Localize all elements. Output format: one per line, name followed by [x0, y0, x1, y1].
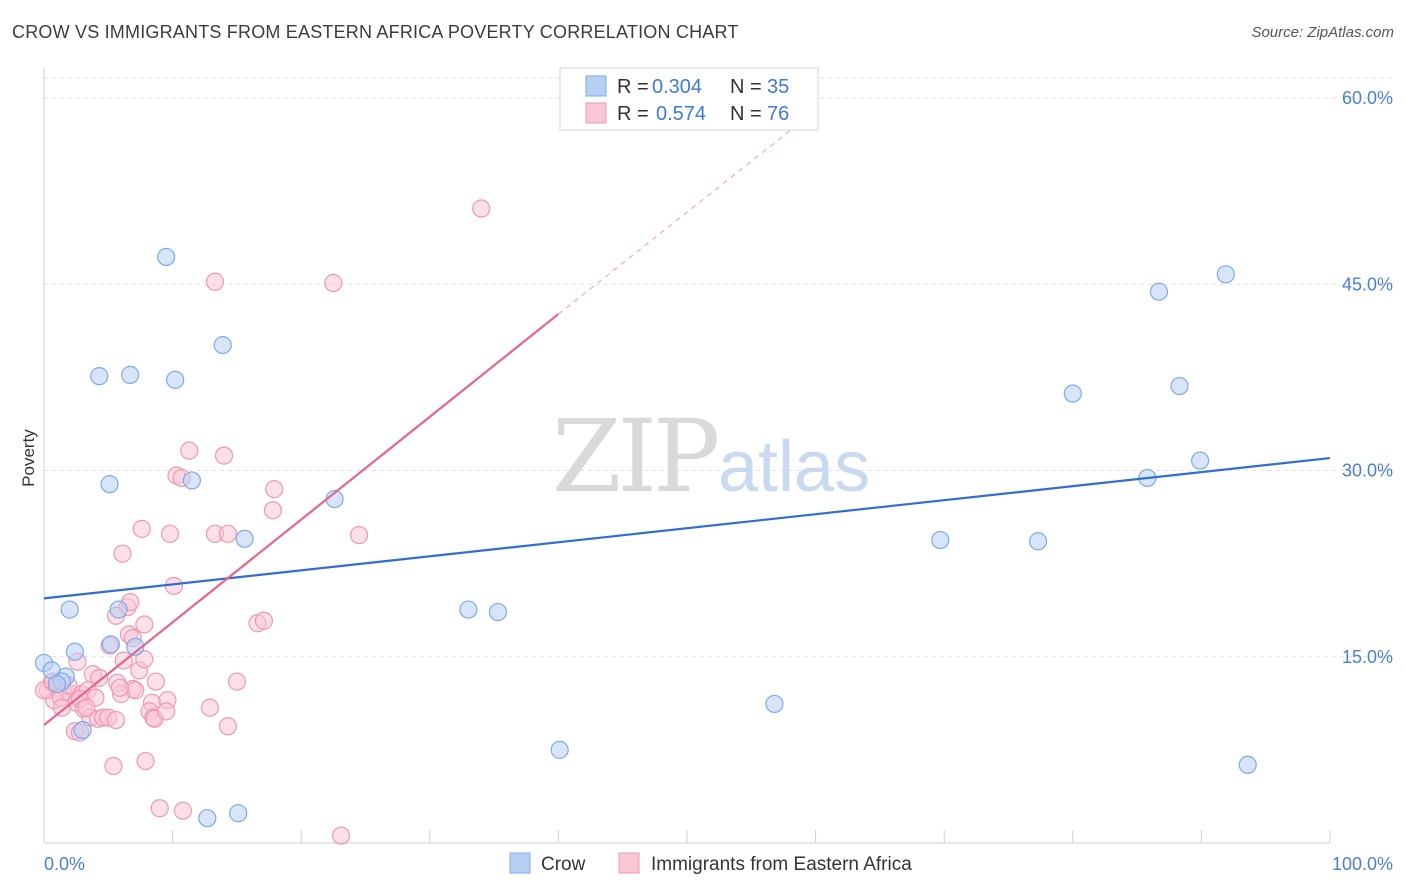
scatter-point — [136, 751, 155, 771]
scatter-point — [218, 717, 237, 736]
scatter-point — [47, 674, 66, 694]
scatter-point — [106, 710, 126, 730]
scatter-point — [101, 635, 120, 654]
bottom-legend: Crow Immigrants from Eastern Africa — [509, 852, 912, 875]
scatter-point — [73, 720, 92, 740]
trend-lines — [43, 109, 1331, 726]
scatter-point — [180, 441, 199, 460]
source-label: Source: ZipAtlas.com — [1251, 24, 1394, 41]
legend-r-label-immigrants: R = — [617, 103, 649, 125]
scatter-point — [109, 600, 128, 619]
x-tick-label-min: 0.0% — [44, 854, 85, 874]
y-tick-label: 15.0% — [1342, 647, 1393, 667]
scatter-point — [90, 668, 109, 687]
bottom-legend-swatch-crow — [509, 852, 531, 874]
scatter-point — [472, 199, 491, 218]
trend-line-immigrants — [43, 313, 560, 726]
y-tick-label: 45.0% — [1342, 274, 1393, 294]
scatter-point — [135, 615, 154, 634]
scatter-point — [931, 530, 950, 550]
scatter-point — [65, 642, 84, 661]
legend-n-value-immigrants: 76 — [767, 103, 789, 125]
legend-r-label-crow: R = — [617, 76, 649, 98]
legend-r-value-crow: 0.304 — [652, 76, 702, 98]
scatter-point — [173, 801, 192, 820]
scatter-point — [166, 370, 185, 389]
scatter-point — [1028, 532, 1048, 551]
scatter-point — [157, 702, 176, 721]
scatter-point — [160, 524, 180, 543]
scatter-point — [331, 826, 351, 845]
scatter-point — [200, 698, 219, 717]
scatter-point — [235, 529, 254, 548]
scatter-point — [265, 480, 284, 499]
scatter-point — [100, 475, 119, 494]
scatter-point — [214, 446, 234, 465]
trend-line-crow — [43, 456, 1331, 600]
x-tick-label-max: 100.0% — [1332, 854, 1393, 874]
bottom-legend-label-immigrants: Immigrants from Eastern Africa — [651, 854, 912, 875]
gridlines — [44, 77, 1393, 658]
y-tick-label: 30.0% — [1342, 461, 1393, 481]
scatter-point — [157, 247, 176, 267]
watermark-atlas: atlas — [718, 427, 870, 507]
legend-n-label-immigrants: N = — [730, 103, 762, 125]
axes — [43, 68, 1331, 844]
scatter-point — [60, 600, 79, 619]
scatter-point — [263, 501, 283, 520]
legend-n-value-crow: 35 — [767, 76, 789, 98]
series-crow — [34, 247, 1257, 828]
scatter-point — [349, 525, 369, 545]
legend-n-label-crow: N = — [730, 76, 762, 98]
scatter-point — [459, 600, 478, 619]
scatter-point — [1216, 265, 1235, 284]
series-immigrants-eastern-africa — [34, 199, 491, 845]
trend-line-immigrants-extension — [558, 109, 816, 315]
x-tick-labels: 0.0% 100.0% — [44, 854, 1393, 874]
scatter-point — [90, 367, 109, 386]
scatter-point — [52, 698, 72, 717]
bottom-legend-label-crow: Crow — [541, 854, 586, 875]
scatter-point — [213, 335, 232, 355]
watermark: ZIP atlas — [552, 398, 870, 515]
scatter-point — [113, 544, 132, 563]
chart-title: CROW VS IMMIGRANTS FROM EASTERN AFRICA P… — [12, 22, 739, 42]
scatter-point — [77, 698, 96, 717]
scatter-point — [1149, 282, 1169, 301]
bottom-legend-swatch-immigrants — [618, 852, 640, 874]
scatter-point — [1191, 451, 1210, 470]
scatter-point — [135, 650, 154, 669]
scatter-point — [132, 519, 151, 538]
watermark-zip: ZIP — [552, 398, 717, 515]
scatter-point — [1238, 755, 1257, 774]
scatter-point — [205, 272, 225, 291]
y-tick-label: 60.0% — [1342, 88, 1393, 108]
y-tick-labels: 15.0% 30.0% 45.0% 60.0% — [1342, 88, 1393, 667]
scatter-point — [182, 471, 201, 490]
legend: R = 0.304 N = 35 R = 0.574 N = 76 — [559, 67, 819, 131]
scatter-point — [104, 756, 123, 776]
scatter-point — [126, 637, 145, 656]
y-axis-label: Poverty — [19, 429, 38, 487]
scatter-point — [146, 672, 165, 691]
legend-r-value-immigrants: 0.574 — [656, 103, 706, 125]
scatter-point — [218, 524, 237, 543]
scatter-point — [229, 804, 248, 823]
scatter-point — [227, 672, 246, 691]
legend-swatch-immigrants — [585, 102, 607, 124]
legend-swatch-crow — [585, 75, 607, 97]
scatter-point — [150, 799, 169, 818]
scatter-point — [121, 365, 140, 384]
scatter-point — [110, 678, 129, 697]
scatter-point — [254, 611, 274, 630]
scatter-point — [324, 273, 343, 293]
scatter-point — [198, 809, 217, 828]
scatter-point — [765, 694, 784, 714]
scatter-point — [1170, 376, 1189, 396]
scatter-point — [1063, 384, 1082, 403]
scatter-point — [550, 740, 569, 759]
scatter-point — [488, 602, 508, 622]
